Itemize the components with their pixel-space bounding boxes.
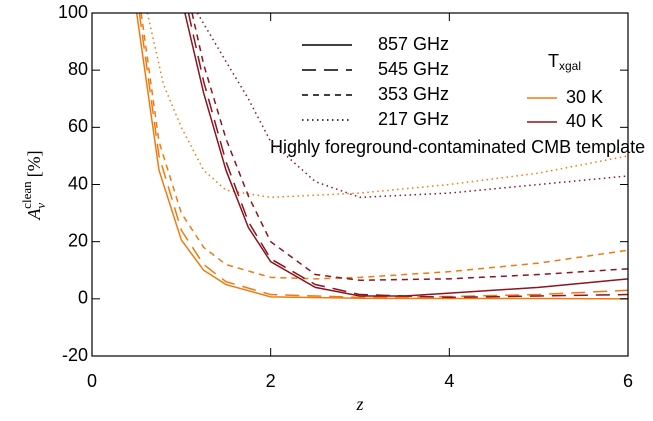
data-line <box>184 13 628 297</box>
data-line <box>135 13 628 300</box>
y-tick-label: 60 <box>68 116 88 136</box>
x-tick-label: 6 <box>623 371 633 391</box>
data-line <box>146 13 628 199</box>
y-tick-label: -20 <box>62 345 88 365</box>
data-line <box>140 13 628 280</box>
y-axis-label: Aνclean [%] <box>19 150 48 220</box>
y-tick-label: 0 <box>78 288 88 308</box>
y-tick-label: 80 <box>68 59 88 79</box>
y-tick-label: 20 <box>68 230 88 250</box>
plot-area <box>135 13 628 300</box>
y-label-unit: [%] <box>24 150 44 177</box>
y-label-main: A <box>24 208 44 221</box>
y-tick-label: 40 <box>68 173 88 193</box>
y-tick-label: 100 <box>58 2 88 22</box>
legend-label: 353 GHz <box>378 84 449 104</box>
data-line <box>187 13 628 299</box>
legend-label: 545 GHz <box>378 59 449 79</box>
legend-label: 30 K <box>566 87 603 107</box>
y-label-sup: clean <box>19 181 34 209</box>
x-axis-label: z <box>355 394 363 414</box>
legend-title-sub: xgal <box>559 59 581 73</box>
legend-title-main: T <box>548 51 559 71</box>
annotation: Highly foreground-contaminated CMB templ… <box>270 137 645 157</box>
x-tick-label: 4 <box>444 371 454 391</box>
y-label-sub: ν <box>33 203 48 209</box>
legend-title: Txgal <box>548 51 581 73</box>
legend-label: 40 K <box>566 111 603 131</box>
data-line <box>138 13 628 299</box>
data-line <box>196 13 628 199</box>
legend-label: 857 GHz <box>378 34 449 54</box>
data-line <box>191 13 628 282</box>
x-tick-label: 0 <box>87 371 97 391</box>
x-tick-label: 2 <box>266 371 276 391</box>
legend-label: 217 GHz <box>378 109 449 129</box>
